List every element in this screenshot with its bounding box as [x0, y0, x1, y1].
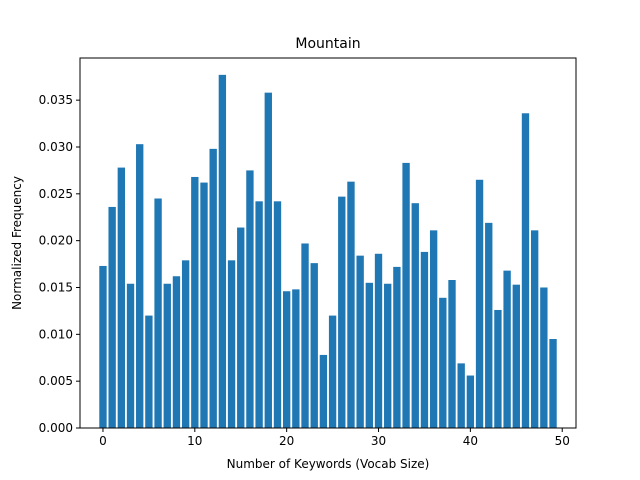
bar-19 [273, 201, 282, 428]
bar-1 [108, 206, 116, 428]
bars-group [99, 74, 557, 429]
bar-40 [466, 375, 475, 428]
bar-31 [384, 283, 392, 428]
bar-17 [255, 201, 263, 428]
bar-33 [402, 162, 410, 428]
y-tick-label: 0.030 [39, 140, 73, 154]
bar-38 [448, 280, 456, 428]
x-tick-label: 30 [371, 434, 386, 448]
bar-20 [282, 291, 291, 428]
y-tick-label: 0.025 [39, 187, 73, 201]
bar-0 [99, 265, 107, 428]
bar-16 [246, 170, 254, 428]
x-tick-label: 0 [99, 434, 107, 448]
bar-12 [209, 148, 217, 429]
bar-18 [264, 92, 272, 428]
bar-25 [328, 315, 337, 428]
bar-35 [420, 251, 429, 428]
chart-title: Mountain [295, 36, 360, 52]
y-tick-label: 0.020 [39, 234, 73, 248]
bar-36 [429, 230, 438, 428]
x-tick-label: 50 [555, 434, 570, 448]
bar-10 [191, 176, 199, 428]
bar-13 [218, 74, 227, 429]
bar-41 [475, 179, 484, 428]
bar-42 [485, 222, 493, 428]
bar-21 [292, 289, 300, 428]
bar-49 [549, 339, 557, 428]
plot-frame [79, 57, 577, 429]
y-axis-ticks: 0.000 0.005 0.010 0.015 0.020 0.025 0.030 0.035 [39, 93, 80, 435]
bar-39 [457, 363, 465, 428]
bar-3 [126, 283, 135, 428]
bar-26 [338, 196, 346, 428]
bar-48 [540, 287, 548, 428]
x-tick-label: 10 [187, 434, 202, 448]
bar-45 [512, 284, 520, 428]
x-tick-label: 40 [463, 434, 478, 448]
bar-30 [374, 253, 383, 428]
bar-8 [172, 276, 181, 428]
y-tick-label: 0.000 [39, 421, 73, 435]
bar-23 [310, 263, 318, 428]
bar-22 [301, 243, 309, 428]
y-tick-label: 0.005 [39, 374, 73, 388]
x-axis-ticks: 0 10 20 30 40 50 [99, 428, 570, 448]
bar-4 [136, 144, 144, 428]
bar-5 [145, 315, 153, 428]
bar-28 [356, 255, 364, 428]
bar-27 [347, 181, 355, 428]
y-axis-label: Normalized Frequency [10, 176, 24, 310]
bar-15 [237, 227, 245, 428]
bar-24 [319, 354, 328, 428]
y-tick-label: 0.010 [39, 327, 73, 341]
y-tick-label: 0.035 [39, 93, 73, 107]
bar-34 [411, 203, 419, 428]
x-tick-label: 20 [279, 434, 294, 448]
bar-11 [200, 182, 208, 428]
bar-14 [227, 260, 236, 428]
y-tick-label: 0.015 [39, 280, 73, 294]
bar-29 [365, 282, 374, 428]
x-axis-label: Number of Keywords (Vocab Size) [227, 457, 430, 471]
bar-44 [503, 270, 511, 428]
bar-32 [393, 266, 401, 428]
bar-2 [117, 167, 126, 428]
bar-6 [154, 198, 162, 428]
bar-46 [521, 113, 530, 429]
bar-37 [439, 297, 447, 428]
bar-43 [494, 309, 502, 428]
bar-9 [181, 260, 190, 428]
bar-47 [530, 230, 539, 428]
bar-7 [163, 283, 171, 428]
